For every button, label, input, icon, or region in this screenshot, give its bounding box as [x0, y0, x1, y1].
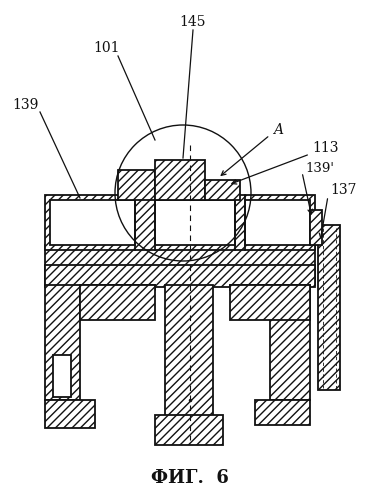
- Polygon shape: [255, 400, 310, 425]
- Polygon shape: [155, 415, 223, 445]
- Polygon shape: [310, 210, 322, 245]
- Polygon shape: [118, 170, 155, 200]
- Polygon shape: [45, 245, 315, 285]
- Text: ФИГ.  6: ФИГ. 6: [151, 469, 229, 487]
- Polygon shape: [155, 160, 205, 200]
- Text: 139': 139': [305, 162, 334, 174]
- Text: 145: 145: [180, 15, 206, 29]
- Polygon shape: [230, 285, 310, 400]
- Polygon shape: [50, 200, 135, 245]
- Polygon shape: [155, 200, 235, 245]
- Polygon shape: [45, 285, 155, 400]
- Text: 137: 137: [330, 183, 356, 197]
- Polygon shape: [230, 285, 310, 320]
- Polygon shape: [318, 225, 340, 390]
- Text: 139: 139: [12, 98, 38, 112]
- Text: 113: 113: [312, 141, 339, 155]
- Polygon shape: [80, 285, 155, 320]
- Text: 101: 101: [94, 41, 120, 55]
- Text: A: A: [273, 123, 283, 137]
- Polygon shape: [45, 265, 315, 287]
- Polygon shape: [53, 355, 71, 397]
- Polygon shape: [45, 400, 95, 428]
- Polygon shape: [165, 285, 213, 430]
- Polygon shape: [205, 180, 240, 200]
- Polygon shape: [245, 200, 310, 245]
- Polygon shape: [45, 195, 315, 250]
